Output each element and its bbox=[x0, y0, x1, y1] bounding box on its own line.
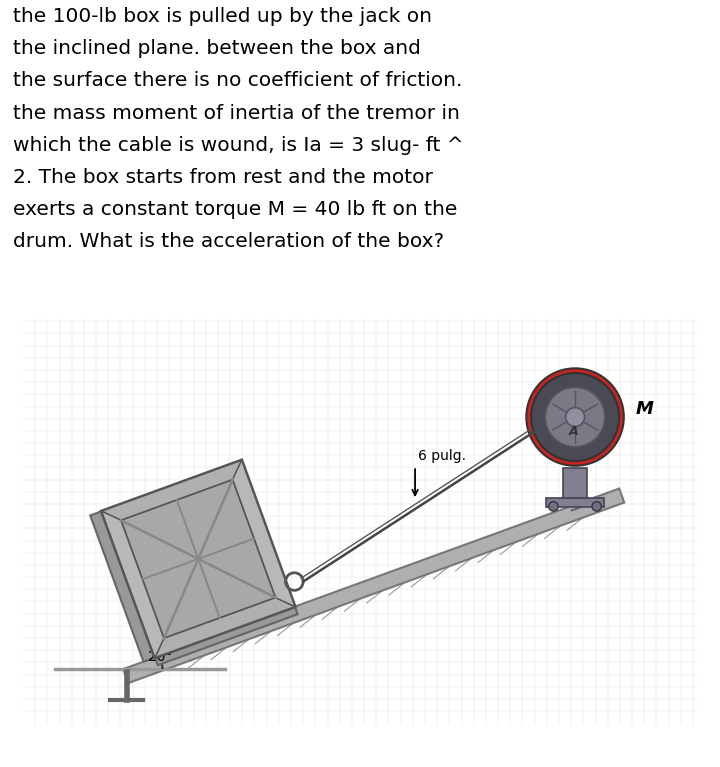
Text: the inclined plane. between the box and: the inclined plane. between the box and bbox=[13, 39, 420, 58]
Circle shape bbox=[526, 368, 624, 466]
Text: the 100-lb box is pulled up by the jack on: the 100-lb box is pulled up by the jack … bbox=[13, 7, 432, 26]
Text: drum. What is the acceleration of the box?: drum. What is the acceleration of the bo… bbox=[13, 232, 444, 252]
Circle shape bbox=[566, 407, 585, 426]
Circle shape bbox=[545, 387, 605, 447]
Polygon shape bbox=[102, 460, 242, 520]
Polygon shape bbox=[102, 460, 294, 657]
Polygon shape bbox=[90, 512, 155, 662]
Polygon shape bbox=[233, 460, 294, 607]
Text: A: A bbox=[569, 426, 579, 439]
Polygon shape bbox=[123, 489, 624, 683]
Circle shape bbox=[549, 502, 558, 511]
Polygon shape bbox=[121, 479, 276, 638]
Circle shape bbox=[531, 373, 619, 461]
Polygon shape bbox=[102, 512, 164, 657]
Bar bbox=[563, 469, 588, 498]
Text: exerts a constant torque M = 40 lb ft on the: exerts a constant torque M = 40 lb ft on… bbox=[13, 200, 457, 219]
Polygon shape bbox=[155, 597, 294, 657]
Text: 2. The box starts from rest and the motor: 2. The box starts from rest and the moto… bbox=[13, 168, 433, 187]
Text: the mass moment of inertia of the tremor in: the mass moment of inertia of the tremor… bbox=[13, 104, 460, 123]
Text: which the cable is wound, is Ia = 3 slug- ft ^: which the cable is wound, is Ia = 3 slug… bbox=[13, 136, 464, 155]
Text: M: M bbox=[636, 400, 654, 418]
Polygon shape bbox=[155, 607, 297, 665]
Text: 6 pulg.: 6 pulg. bbox=[418, 449, 467, 463]
Text: 20°: 20° bbox=[148, 650, 173, 664]
Text: the surface there is no coefficient of friction.: the surface there is no coefficient of f… bbox=[13, 71, 462, 91]
Circle shape bbox=[592, 502, 601, 511]
FancyBboxPatch shape bbox=[546, 498, 603, 507]
